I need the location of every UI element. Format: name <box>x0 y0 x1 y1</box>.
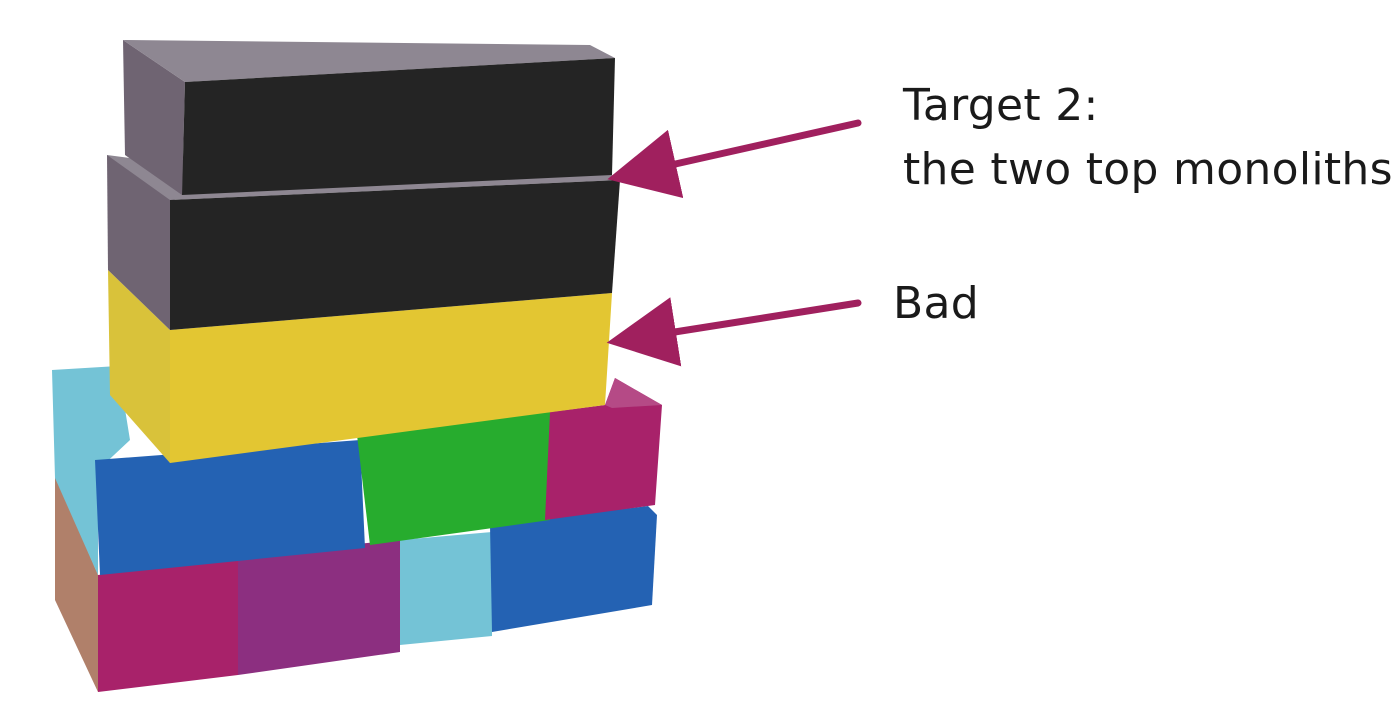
block-blue-middle <box>95 440 365 575</box>
block-black-monolith-upper <box>123 40 615 195</box>
target-label-line1: Target 2: <box>903 80 1099 131</box>
block-yellow-bad <box>108 270 612 463</box>
block-lightblue-bottom <box>400 532 492 645</box>
block-green-middle <box>357 412 550 545</box>
arrow-to-target <box>607 119 862 199</box>
block-blue-bottom-right <box>490 506 657 632</box>
block-purple-bottom <box>238 540 400 675</box>
block-magenta-bottom-left <box>55 475 238 692</box>
arrow-to-bad <box>606 297 862 367</box>
block-lightblue-back <box>52 366 130 575</box>
bad-label: Bad <box>893 278 979 329</box>
target-label-line2: the two top monoliths <box>903 144 1393 195</box>
block-magenta-middle-right <box>545 378 662 520</box>
